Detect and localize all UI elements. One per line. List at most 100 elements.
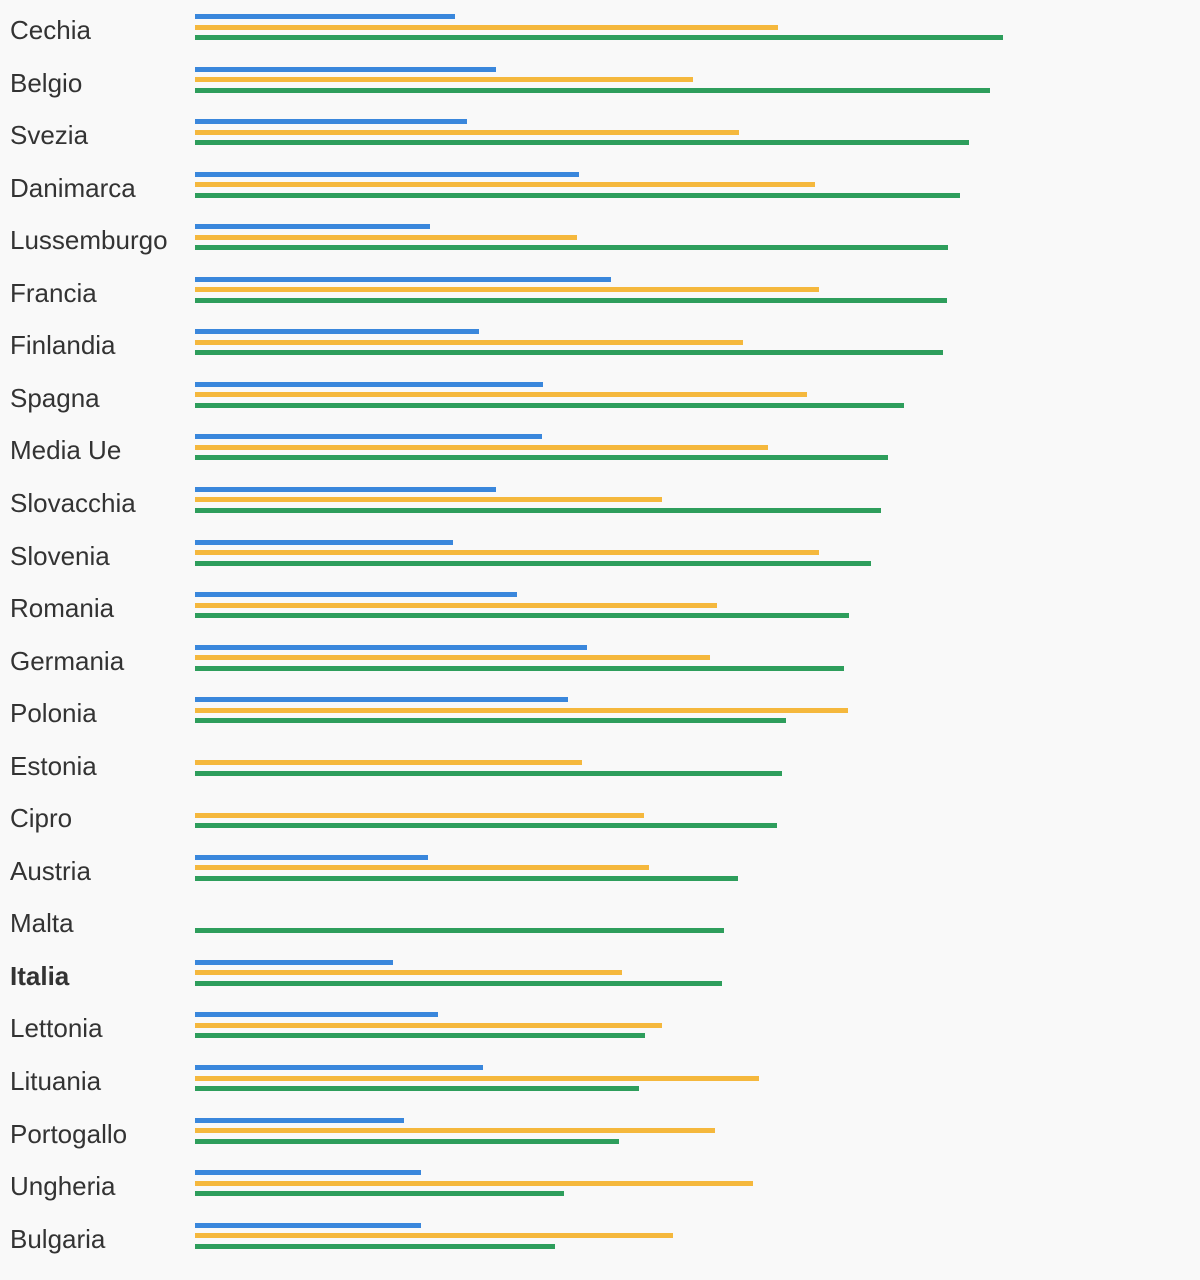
bar-series-1 (195, 434, 542, 440)
bar-series-2 (195, 1075, 759, 1081)
bar-series-1 (195, 592, 518, 598)
bar-series-1 (195, 959, 394, 965)
category-label: Germania (10, 645, 125, 676)
category-label: Finlandia (10, 330, 116, 361)
bar-series-3 (195, 245, 949, 251)
bar-series-2 (195, 655, 711, 661)
bar-series-2 (195, 760, 583, 766)
chart-row: Malta (0, 893, 1200, 945)
bar-series-1 (195, 539, 453, 545)
bar-series-2 (195, 182, 816, 188)
category-label: Francia (10, 277, 97, 308)
category-label: Slovenia (10, 540, 110, 571)
bar-series-2 (195, 497, 662, 503)
category-label: Danimarca (10, 172, 136, 203)
bar-series-1 (195, 329, 480, 335)
chart-row: Portogallo (0, 1104, 1200, 1156)
bar-series-2 (195, 77, 694, 83)
chart-row: Lussemburgo (0, 210, 1200, 262)
bar-series-3 (195, 507, 882, 513)
category-label: Italia (10, 960, 70, 991)
bar-series-2 (195, 287, 819, 293)
bar-series-2 (195, 234, 578, 240)
chart-row: Cechia (0, 0, 1200, 52)
chart-row: Ungheria (0, 1156, 1200, 1208)
bar-series-3 (195, 718, 787, 724)
bar-series-3 (195, 402, 904, 408)
category-label: Cechia (10, 15, 91, 45)
bar-series-2 (195, 865, 649, 871)
bar-series-3 (195, 1033, 645, 1039)
category-label: Estonia (10, 750, 97, 781)
bar-series-3 (195, 560, 871, 566)
category-label: Ungheria (10, 1171, 116, 1202)
bar-series-3 (195, 980, 722, 986)
category-label: Cipro (10, 803, 73, 834)
chart-row: Bulgaria (0, 1209, 1200, 1261)
category-label: Slovacchia (10, 487, 136, 518)
bar-series-3 (195, 297, 947, 303)
bar-series-2 (195, 339, 744, 345)
chart-row: Svezia (0, 105, 1200, 157)
bar-series-3 (195, 35, 1004, 40)
bar-series-2 (195, 1128, 716, 1134)
bar-series-3 (195, 350, 943, 356)
chart-row: Danimarca (0, 158, 1200, 210)
bar-series-3 (195, 613, 850, 619)
bar-series-3 (195, 1086, 639, 1091)
chart-row: Francia (0, 263, 1200, 315)
bar-series-1 (195, 171, 579, 177)
bar-series-2 (195, 129, 740, 135)
category-label: Spagna (10, 382, 100, 413)
category-label: Austria (10, 855, 91, 886)
bar-series-3 (195, 875, 738, 881)
chart-row: Lettonia (0, 998, 1200, 1050)
bar-series-1 (195, 1012, 438, 1018)
bar-series-3 (195, 87, 991, 93)
chart-row: Belgio (0, 53, 1200, 105)
bar-series-3 (195, 455, 889, 461)
bar-series-3 (195, 1191, 564, 1197)
bar-series-1 (195, 697, 569, 703)
bar-series-3 (195, 1138, 620, 1144)
bar-series-2 (195, 550, 819, 555)
bar-series-1 (195, 1117, 404, 1123)
bar-series-1 (195, 1170, 421, 1176)
category-label: Polonia (10, 698, 97, 729)
bar-series-1 (195, 14, 455, 19)
chart-row: Germania (0, 631, 1200, 683)
bar-series-2 (195, 970, 622, 976)
category-label: Malta (10, 908, 74, 939)
bar-series-2 (195, 812, 644, 818)
category-label: Svezia (10, 120, 89, 151)
bar-series-3 (195, 140, 970, 146)
chart-row: Austria (0, 841, 1200, 893)
chart-row: Slovenia (0, 526, 1200, 578)
bar-series-1 (195, 66, 497, 72)
chart-row: Lituania (0, 1051, 1200, 1103)
category-label: Belgio (10, 67, 83, 98)
category-label: Portogallo (10, 1118, 128, 1149)
bar-series-1 (195, 381, 544, 387)
bar-series-3 (195, 928, 724, 934)
category-label: Lettonia (10, 1013, 103, 1044)
chart-row: Romania (0, 578, 1200, 630)
bar-series-3 (195, 770, 783, 776)
bar-series-1 (195, 224, 430, 230)
bar-series-2 (195, 1180, 754, 1186)
category-label: Lussemburgo (10, 225, 168, 256)
bar-series-2 (195, 707, 848, 713)
chart-row: Polonia (0, 683, 1200, 735)
bar-series-1 (195, 276, 612, 282)
chart-row: Cipro (0, 788, 1200, 840)
bar-series-3 (195, 823, 777, 829)
chart-row: Slovacchia (0, 473, 1200, 525)
bar-series-2 (195, 24, 779, 30)
bar-series-3 (195, 1243, 556, 1249)
bar-series-1 (195, 1222, 421, 1228)
category-label: Romania (10, 593, 115, 624)
bar-series-1 (195, 644, 588, 650)
bar-series-1 (195, 1065, 484, 1070)
bar-series-2 (195, 444, 769, 450)
